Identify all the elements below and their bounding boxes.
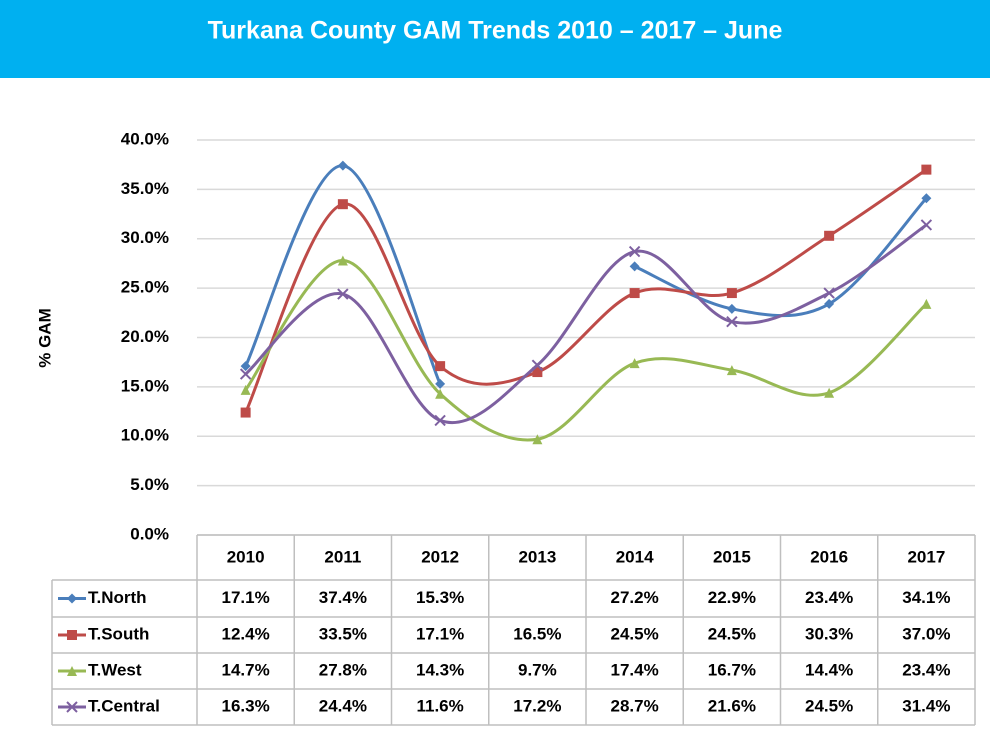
marker <box>824 387 835 398</box>
table-cell: 15.3% <box>416 588 464 607</box>
marker <box>921 164 932 175</box>
y-tick-label: 25.0% <box>121 278 169 297</box>
marker <box>531 359 544 371</box>
banner: Turkana County GAM Trends 2010 – 2017 – … <box>0 0 990 78</box>
table-cell: 31.4% <box>902 696 950 715</box>
legend-label: T.West <box>88 660 142 679</box>
series-line <box>244 164 928 385</box>
legend-label: T.South <box>88 624 149 643</box>
table-cell: 24.4% <box>319 696 367 715</box>
table-cell: 27.2% <box>611 588 659 607</box>
marker <box>240 361 251 372</box>
table-cell: 24.5% <box>708 624 756 643</box>
table-cell: 24.5% <box>611 624 659 643</box>
table-cell: 9.7% <box>518 660 557 679</box>
marker <box>629 288 640 299</box>
y-tick-label: 20.0% <box>121 327 169 346</box>
y-tick-label: 5.0% <box>130 475 169 494</box>
marker <box>240 384 251 395</box>
table-cell: 16.5% <box>513 624 561 643</box>
table-cell: 16.3% <box>222 696 270 715</box>
table-cell: 34.1% <box>902 588 950 607</box>
marker <box>629 358 640 369</box>
y-tick-label: 15.0% <box>121 376 169 395</box>
table-cell: 22.9% <box>708 588 756 607</box>
legend-marker <box>66 701 78 713</box>
table-cell: 16.7% <box>708 660 756 679</box>
table-cell: 37.4% <box>319 588 367 607</box>
table-cell: 14.3% <box>416 660 464 679</box>
series-line <box>244 223 928 424</box>
legend-label: T.North <box>88 588 147 607</box>
marker <box>628 245 641 258</box>
marker <box>337 199 348 210</box>
y-axis-label: % GAM <box>35 308 54 368</box>
table-cell: 37.0% <box>902 624 950 643</box>
legend-marker <box>67 630 77 640</box>
marker <box>435 378 446 389</box>
y-tick-label: 35.0% <box>121 179 169 198</box>
x-tick-label: 2017 <box>907 547 945 566</box>
marker <box>824 230 835 241</box>
marker <box>434 414 446 427</box>
table-cell: 28.7% <box>611 696 659 715</box>
y-tick-label: 0.0% <box>130 524 169 543</box>
legend-label: T.Central <box>88 696 160 715</box>
chart-title: Turkana County GAM Trends 2010 – 2017 – … <box>208 17 783 45</box>
table-cell: 12.4% <box>222 624 270 643</box>
y-tick-label: 40.0% <box>121 129 169 148</box>
table-cell: 23.4% <box>805 588 853 607</box>
marker <box>532 367 543 378</box>
table-cell: 24.5% <box>805 696 853 715</box>
table-cell: 17.1% <box>222 588 270 607</box>
legend-marker <box>67 666 77 676</box>
marker <box>532 434 543 445</box>
table-cell: 14.7% <box>222 660 270 679</box>
marker <box>726 365 737 376</box>
table-cell: 27.8% <box>319 660 367 679</box>
x-tick-label: 2016 <box>810 547 848 566</box>
marker <box>240 407 251 418</box>
marker <box>337 160 348 171</box>
marker <box>337 255 348 266</box>
marker <box>726 288 737 299</box>
marker <box>435 388 446 399</box>
table-cell: 33.5% <box>319 624 367 643</box>
table-cell: 17.4% <box>611 660 659 679</box>
table-cell: 14.4% <box>805 660 853 679</box>
y-tick-label: 10.0% <box>121 426 169 445</box>
marker <box>726 303 737 314</box>
legend-marker <box>67 593 77 604</box>
marker <box>921 193 932 204</box>
marker <box>920 219 933 231</box>
marker <box>824 298 835 309</box>
marker <box>823 287 835 299</box>
y-tick-label: 30.0% <box>121 228 169 247</box>
x-tick-label: 2011 <box>324 547 361 566</box>
table-cell: 17.2% <box>513 696 561 715</box>
x-tick-label: 2013 <box>518 547 556 566</box>
x-tick-label: 2010 <box>227 547 265 566</box>
table-cell: 21.6% <box>708 696 756 715</box>
marker <box>921 298 932 309</box>
marker <box>629 261 640 272</box>
marker <box>435 361 446 372</box>
marker <box>239 368 252 380</box>
table-cell: 17.1% <box>416 624 464 643</box>
x-tick-label: 2012 <box>421 547 459 566</box>
x-tick-label: 2015 <box>713 547 751 566</box>
table-cell: 23.4% <box>902 660 950 679</box>
x-tick-label: 2014 <box>616 547 654 566</box>
table-cell: 30.3% <box>805 624 853 643</box>
marker <box>726 315 738 328</box>
banner-bg <box>0 0 990 78</box>
marker <box>337 288 349 300</box>
table-cell: 11.6% <box>416 696 463 715</box>
